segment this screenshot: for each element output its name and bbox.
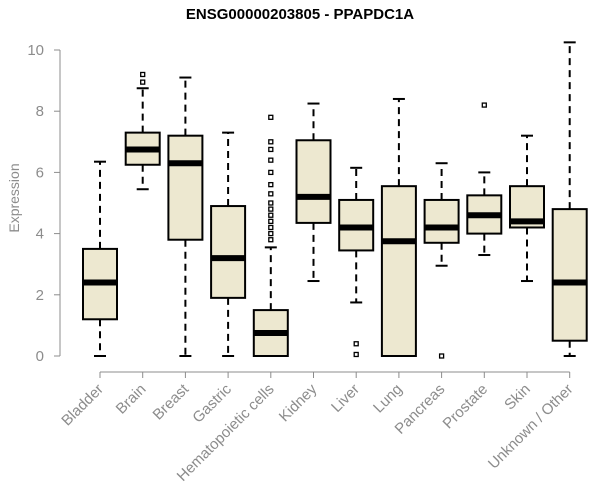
box-pancreas <box>423 162 460 359</box>
outlier-point <box>353 341 359 347</box>
y-tick-label: 0 <box>36 348 44 365</box>
x-tick-label: Brain <box>113 381 150 418</box>
y-tick-label: 4 <box>36 226 44 243</box>
outlier-point <box>140 79 146 85</box>
outlier-point <box>268 212 274 218</box>
box-liver <box>338 166 375 358</box>
outlier-point <box>268 181 274 188</box>
outlier-point <box>268 157 274 163</box>
outlier-point <box>353 351 359 358</box>
iqr-box <box>295 139 332 224</box>
y-axis: 0 2 4 6 8 10 <box>27 42 61 365</box>
box-brain <box>124 71 161 191</box>
iqr-box <box>423 198 460 244</box>
iqr-box <box>167 134 204 241</box>
x-tick-label: Liver <box>328 381 363 416</box>
box-kidney <box>295 102 332 283</box>
outlier-point <box>268 146 274 153</box>
x-tick-label: Bladder <box>58 381 107 430</box>
outlier-point <box>438 353 445 359</box>
box-hematopoietic-cells <box>252 114 289 358</box>
outlier-point <box>268 139 274 145</box>
outlier-point <box>268 237 274 243</box>
outlier-point <box>268 114 274 120</box>
outlier-point <box>268 224 274 231</box>
x-tick-label: Skin <box>501 381 534 414</box>
y-tick-label: 6 <box>36 164 44 181</box>
y-tick-label: 2 <box>36 287 44 304</box>
box-prostate <box>466 102 503 257</box>
iqr-box <box>380 185 417 357</box>
box-unknown-other <box>551 41 588 357</box>
x-tick-label: Prostate <box>440 381 492 433</box>
iqr-box <box>551 208 588 342</box>
x-tick-label: Kidney <box>276 380 321 425</box>
outlier-point <box>481 102 487 108</box>
outlier-point <box>268 206 274 212</box>
x-tick-label: Lung <box>370 381 406 417</box>
x-tick-label: Breast <box>150 380 193 423</box>
box-breast <box>167 76 204 357</box>
box-lung <box>380 97 417 357</box>
box-gastric <box>210 131 247 357</box>
boxes-group <box>82 41 588 359</box>
iqr-box <box>210 205 247 299</box>
outlier-point <box>268 218 274 225</box>
box-skin <box>509 134 545 283</box>
chart-title: ENSG00000203805 - PPAPDC1A <box>185 6 415 23</box>
outlier-point <box>140 71 146 78</box>
y-tick-label: 8 <box>36 103 44 120</box>
box-bladder <box>82 160 118 357</box>
y-tick-label: 10 <box>27 42 44 59</box>
outlier-point <box>268 230 274 237</box>
outlier-point <box>268 169 274 176</box>
outlier-point <box>268 191 274 197</box>
outlier-point <box>268 200 274 206</box>
